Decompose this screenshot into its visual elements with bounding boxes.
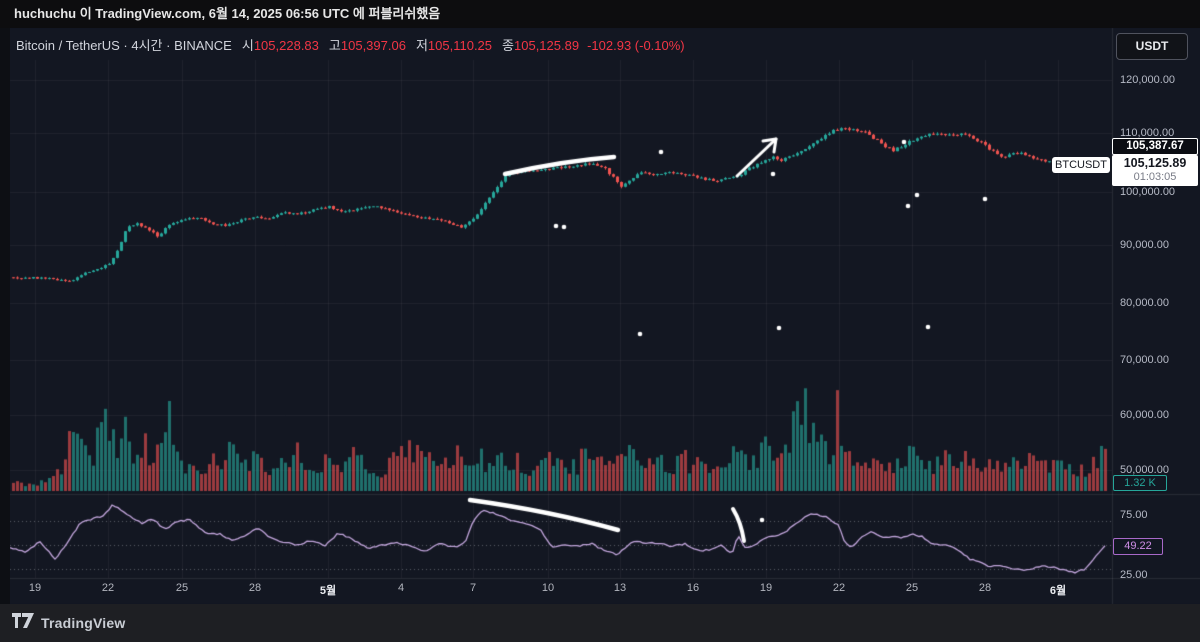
ohlc-pair: 고105,397.06 [328,38,406,53]
symbol-tag-label: BTCUSDT [1052,157,1110,173]
currency-toggle-button[interactable]: USDT [1116,33,1188,60]
chart-left-margin [0,28,10,604]
time-tick-label: 25 [905,582,919,594]
symbol-title[interactable]: Bitcoin / TetherUS · 4시간 · BINANCE [16,38,232,53]
publish-bar: huchuchu 이 TradingView.com, 6월 14, 2025 … [0,0,1200,28]
time-tick-label: 6월 [1049,585,1067,597]
time-tick-label: 28 [978,582,992,594]
ohlc-values: 시105,228.83 고105,397.06 저105,110.25 종105,12… [232,38,579,53]
footer-bar [0,604,1200,642]
tradingview-wordmark: TradingView [41,615,126,631]
time-tick-label: 22 [101,582,115,594]
price-tick-label: 90,000.00 [1120,239,1169,251]
publish-text: huchuchu 이 TradingView.com, 6월 14, 2025 … [14,6,441,21]
price-tick-label: 120,000.00 [1120,74,1176,86]
time-tick-label: 5월 [319,585,337,597]
ohlc-pair: 저105,110.25 [415,38,493,53]
time-tick-label: 19 [28,582,42,594]
rsi-value-label: 49.22 [1113,538,1163,555]
time-tick-label: 10 [541,582,555,594]
alert-price-label: 105,387.67 [1112,138,1198,155]
symbol-header: Bitcoin / TetherUS · 4시간 · BINANCE 시105,2… [16,36,685,56]
price-tick-label: 50,000.00 [1120,464,1169,476]
time-tick-label: 19 [759,582,773,594]
time-tick-label: 7 [469,582,477,594]
time-tick-label: 13 [613,582,627,594]
price-tick-label: 25.00 [1120,569,1148,581]
price-tick-label: 110,000.00 [1120,127,1175,139]
price-tick-label: 100,000.00 [1120,186,1176,198]
time-tick-label: 4 [397,582,405,594]
price-tick-label: 60,000.00 [1120,409,1169,421]
bar-countdown: 01:03:05 [1133,171,1177,183]
time-tick-label: 28 [248,582,262,594]
time-tick-label: 16 [686,582,700,594]
volume-value-label: 1.32 K [1113,475,1167,491]
tradingview-logo-link[interactable]: TradingView [12,613,125,633]
price-tick-label: 75.00 [1120,509,1148,521]
price-tick-label: 80,000.00 [1120,297,1169,309]
price-tick-label: 70,000.00 [1120,354,1169,366]
change-value: -102.93 (-0.10%) [587,38,685,53]
time-tick-label: 25 [175,582,189,594]
last-price-label: 105,125.89 01:03:05 [1112,155,1198,186]
time-tick-label: 22 [832,582,846,594]
ohlc-pair: 종105,125.89 [502,38,580,53]
tradingview-logo-icon [12,613,34,633]
last-price-value: 105,125.89 [1123,156,1187,170]
ohlc-pair: 시105,228.83 [241,38,319,53]
